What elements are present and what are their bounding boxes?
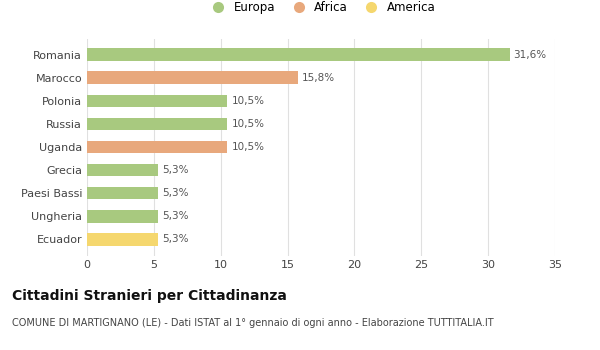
Bar: [87, 164, 158, 176]
Bar: [87, 187, 158, 199]
Text: 10,5%: 10,5%: [232, 96, 265, 106]
Legend: Europa, Africa, America: Europa, Africa, America: [202, 0, 440, 19]
Text: 10,5%: 10,5%: [232, 142, 265, 152]
Text: 10,5%: 10,5%: [232, 119, 265, 129]
Text: 5,3%: 5,3%: [162, 188, 188, 198]
Bar: [87, 210, 158, 223]
Bar: [87, 48, 509, 61]
Text: 5,3%: 5,3%: [162, 211, 188, 221]
Bar: [87, 118, 227, 130]
Bar: [87, 141, 227, 153]
Bar: [87, 71, 298, 84]
Text: 31,6%: 31,6%: [514, 50, 547, 60]
Text: COMUNE DI MARTIGNANO (LE) - Dati ISTAT al 1° gennaio di ogni anno - Elaborazione: COMUNE DI MARTIGNANO (LE) - Dati ISTAT a…: [12, 318, 494, 329]
Text: 5,3%: 5,3%: [162, 165, 188, 175]
Bar: [87, 94, 227, 107]
Bar: [87, 233, 158, 246]
Text: Cittadini Stranieri per Cittadinanza: Cittadini Stranieri per Cittadinanza: [12, 289, 287, 303]
Text: 15,8%: 15,8%: [302, 73, 335, 83]
Text: 5,3%: 5,3%: [162, 234, 188, 244]
